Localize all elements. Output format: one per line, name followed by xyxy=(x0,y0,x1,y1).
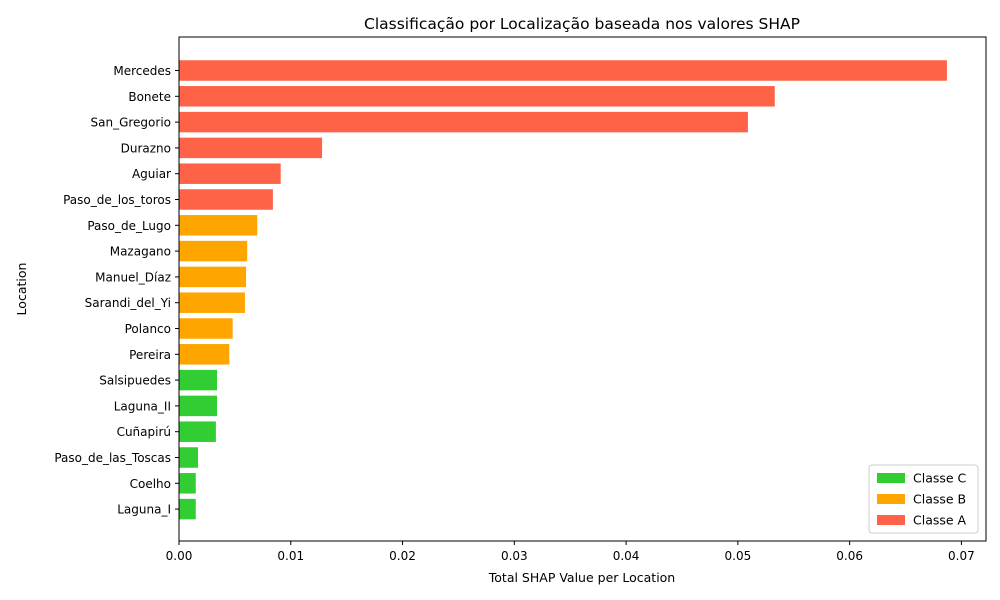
bar-polanco xyxy=(179,318,233,339)
legend-label: Classe C xyxy=(913,471,967,486)
y-tick-label: Bonete xyxy=(128,90,171,104)
x-tick-label: 0.03 xyxy=(501,549,528,563)
bar-mazagano xyxy=(179,240,248,262)
bar-bonete xyxy=(179,86,775,107)
x-tick-label: 0.04 xyxy=(613,549,640,563)
legend-label: Classe A xyxy=(913,513,967,528)
bar-aguiar xyxy=(179,163,281,184)
legend-swatch xyxy=(877,473,905,483)
y-tick-label: Pereira xyxy=(129,348,171,362)
x-tick-label: 0.01 xyxy=(277,549,304,563)
bar-laguna-ii xyxy=(179,395,218,417)
y-tick-label: Mazagano xyxy=(110,245,171,259)
bar-salsipuedes xyxy=(179,369,218,391)
x-tick-label: 0.00 xyxy=(166,549,193,563)
y-tick-label: Paso_de_los_toros xyxy=(63,193,171,207)
chart-title: Classificação por Localização baseada no… xyxy=(364,15,800,33)
y-tick-label: Laguna_II xyxy=(114,399,171,413)
legend-label: Classe B xyxy=(913,492,966,507)
y-axis-label: Location xyxy=(14,263,29,316)
bars-layer xyxy=(179,60,947,520)
bar-laguna-i xyxy=(179,498,196,520)
bar-mercedes xyxy=(179,60,947,81)
bar-manuel-d-az xyxy=(179,266,247,288)
legend-swatch xyxy=(877,515,905,525)
y-tick-label: San_Gregorio xyxy=(91,116,172,130)
y-tick-label: Paso_de_Lugo xyxy=(87,219,171,233)
legend-swatch xyxy=(877,494,905,504)
bar-coelho xyxy=(179,473,196,494)
x-tick-label: 0.05 xyxy=(725,549,752,563)
bar-cu-apir- xyxy=(179,421,216,442)
y-tick-label: Sarandi_del_Yi xyxy=(85,296,171,310)
y-axis: Mercedes Bonete San_Gregorio Durazno Aguiar P… xyxy=(54,64,179,517)
legend: Classe C Classe B Classe A xyxy=(868,464,979,534)
y-tick-label: Cuñapirú xyxy=(117,425,171,439)
bar-durazno xyxy=(179,137,323,159)
x-tick-label: 0.07 xyxy=(948,549,975,563)
y-tick-label: Salsipuedes xyxy=(99,374,171,388)
y-tick-label: Laguna_I xyxy=(117,503,171,517)
bar-sarandi-del-yi xyxy=(179,292,245,313)
x-axis-label: Total SHAP Value per Location xyxy=(488,570,675,585)
y-tick-label: Mercedes xyxy=(113,64,171,78)
y-tick-label: Durazno xyxy=(121,141,171,155)
plot-frame xyxy=(178,36,987,542)
y-tick-label: Paso_de_las_Toscas xyxy=(54,451,171,465)
x-tick-label: 0.02 xyxy=(389,549,416,563)
bar-san-gregorio xyxy=(179,111,748,133)
bar-paso-de-los-toros xyxy=(179,189,273,210)
bar-paso-de-las-toscas xyxy=(179,447,199,468)
bar-paso-de-lugo xyxy=(179,215,258,236)
bar-pereira xyxy=(179,344,230,365)
x-tick-label: 0.06 xyxy=(836,549,863,563)
y-tick-label: Coelho xyxy=(130,477,171,491)
y-tick-label: Polanco xyxy=(125,322,171,336)
x-axis: 0.00 0.01 0.02 0.03 0.04 0.05 0.06 0.07 xyxy=(166,541,975,563)
y-tick-label: Aguiar xyxy=(132,167,171,181)
y-tick-label: Manuel_Díaz xyxy=(95,270,171,284)
